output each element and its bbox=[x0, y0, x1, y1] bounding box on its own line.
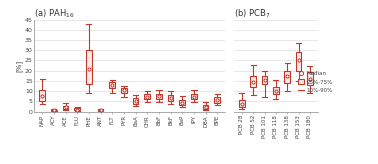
Bar bbox=[273, 87, 279, 94]
Bar bbox=[296, 52, 301, 71]
Bar bbox=[239, 100, 245, 107]
Text: (a) PAH$_{16}$: (a) PAH$_{16}$ bbox=[34, 7, 74, 20]
Bar bbox=[74, 108, 80, 111]
Bar bbox=[51, 110, 57, 111]
Bar bbox=[168, 95, 174, 101]
Legend: Median, 25%-75%, 10%-90%: Median, 25%-75%, 10%-90% bbox=[297, 71, 333, 93]
Bar bbox=[109, 82, 115, 88]
Bar bbox=[179, 100, 185, 105]
Bar bbox=[284, 71, 290, 83]
Y-axis label: [%]: [%] bbox=[15, 60, 22, 72]
Bar bbox=[133, 98, 138, 104]
Bar bbox=[191, 94, 197, 99]
Bar bbox=[203, 105, 209, 110]
Text: (b) PCB$_7$: (b) PCB$_7$ bbox=[234, 7, 271, 20]
Bar bbox=[86, 50, 92, 84]
Bar bbox=[144, 94, 150, 99]
Bar bbox=[262, 76, 267, 84]
Bar bbox=[251, 76, 256, 87]
Bar bbox=[98, 110, 104, 111]
Bar bbox=[39, 90, 45, 101]
Bar bbox=[214, 97, 220, 103]
Bar bbox=[307, 72, 313, 85]
Bar bbox=[121, 88, 127, 93]
Bar bbox=[63, 106, 68, 109]
Bar bbox=[156, 94, 162, 99]
